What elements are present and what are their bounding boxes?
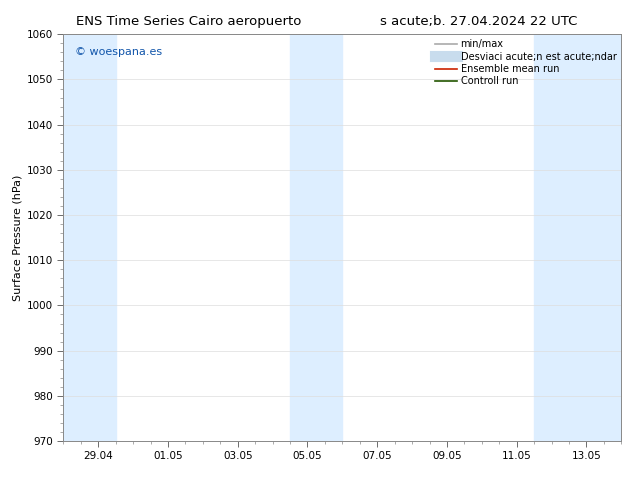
Text: © woespana.es: © woespana.es (75, 47, 162, 56)
Text: ENS Time Series Cairo aeropuerto: ENS Time Series Cairo aeropuerto (76, 15, 301, 28)
Text: s acute;b. 27.04.2024 22 UTC: s acute;b. 27.04.2024 22 UTC (380, 15, 578, 28)
Bar (63, 34, 115, 441)
Bar (290, 34, 342, 441)
Legend: min/max, Desviaci acute;n est acute;ndar, Ensemble mean run, Controll run: min/max, Desviaci acute;n est acute;ndar… (432, 36, 619, 89)
Y-axis label: Surface Pressure (hPa): Surface Pressure (hPa) (13, 174, 23, 301)
Bar (534, 34, 621, 441)
